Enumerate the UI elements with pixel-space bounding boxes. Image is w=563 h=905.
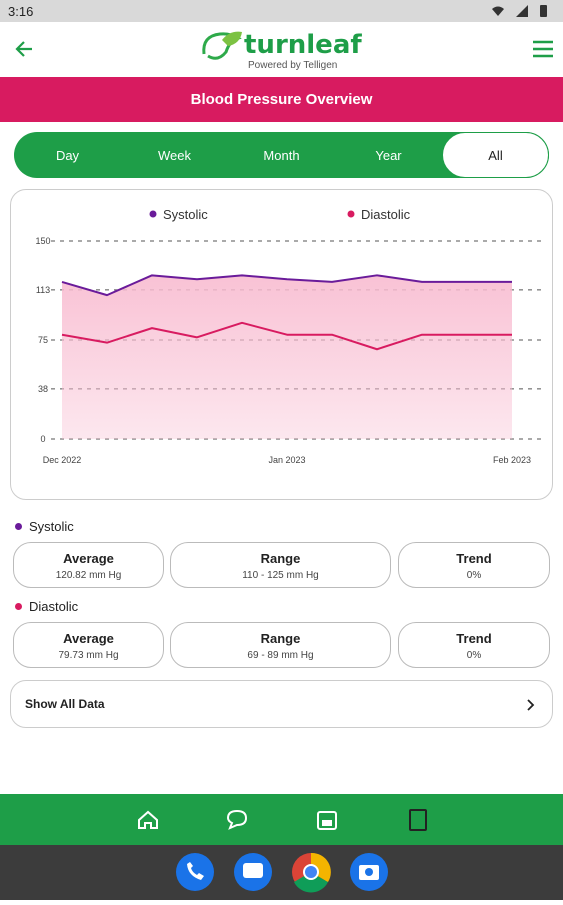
y-tick-label: 150 — [35, 236, 50, 246]
tab[interactable]: Day — [55, 147, 80, 163]
bottom-nav — [0, 794, 563, 845]
journal-icon[interactable] — [409, 809, 427, 831]
stat-card: Trend 0% — [398, 622, 550, 668]
y-tick-label: 0 — [40, 434, 45, 444]
stat-value: 0% — [466, 650, 482, 661]
legend-dot — [347, 210, 355, 218]
series-line — [61, 274, 512, 297]
legend-label: Systolic — [163, 207, 208, 222]
app-header: turnleaf Powered by Telligen — [0, 22, 563, 77]
system-dock — [0, 845, 563, 900]
x-tick-label: Feb 2023 — [493, 455, 531, 465]
clock: 3:16 — [8, 4, 34, 19]
status-bar: 3:16 — [0, 0, 563, 22]
stat-label: Range — [260, 551, 301, 566]
section-dot — [15, 602, 22, 610]
stat-value: 120.82 mm Hg — [55, 570, 122, 581]
stat-card: Range 69 - 89 mm Hg — [170, 622, 391, 668]
chevron — [527, 699, 535, 711]
stat-label: Average — [63, 631, 114, 646]
tab[interactable]: Week — [158, 147, 191, 163]
home-icon[interactable] — [138, 810, 158, 829]
x-tick-label: Jan 2023 — [268, 455, 305, 465]
phone-app[interactable] — [176, 853, 214, 891]
section-title: Systolic — [29, 518, 74, 534]
stat-value: 79.73 mm Hg — [58, 650, 119, 661]
page-banner: Blood Pressure Overview — [0, 77, 563, 122]
y-tick-label: 113 — [36, 285, 50, 295]
tab[interactable]: Year — [375, 147, 402, 163]
chat-icon[interactable] — [226, 809, 248, 830]
show-all-label: Show All Data — [25, 697, 105, 711]
section-label: Diastolic — [15, 598, 78, 614]
calendar-icon[interactable] — [317, 811, 337, 830]
section-label: Systolic — [15, 518, 74, 534]
legend-dot — [149, 210, 157, 218]
chart-card: 0 38 75 113 150 Dec 2022 Jan 2023 Feb 2023 Systo… — [10, 189, 553, 500]
range-tabs: Day Week Month Year All — [14, 132, 549, 178]
stat-value: 69 - 89 mm Hg — [247, 650, 314, 661]
stat-card: Average 120.82 mm Hg — [13, 542, 164, 588]
dock-icons — [176, 852, 388, 893]
tab[interactable]: Month — [263, 147, 300, 163]
logo-leaf — [202, 31, 242, 60]
back-button[interactable] — [14, 38, 36, 60]
section-title: Diastolic — [29, 598, 79, 614]
stat-card: Average 79.73 mm Hg — [13, 622, 164, 668]
stat-label: Trend — [456, 551, 492, 566]
stat-label: Trend — [456, 631, 492, 646]
area — [62, 275, 512, 439]
series-line — [61, 321, 512, 351]
y-tick-label: 38 — [38, 384, 48, 394]
chart: 0 38 75 113 150 Dec 2022 Jan 2023 Feb 2023 Systo… — [35, 207, 546, 465]
logo-text: turnleaf — [244, 30, 362, 60]
stat-label: Average — [63, 551, 114, 566]
stat-value: 0% — [466, 570, 482, 581]
banner-title: Blood Pressure Overview — [190, 91, 373, 108]
show-all-button[interactable]: Show All Data — [10, 680, 553, 728]
menu-button[interactable] — [532, 40, 554, 58]
section-dot — [15, 522, 22, 530]
legend-label: Diastolic — [361, 207, 411, 222]
y-tick-label: 75 — [38, 335, 48, 345]
tab[interactable]: All — [442, 132, 549, 178]
stat-value: 110 - 125 mm Hg — [242, 570, 319, 581]
stat-card: Range 110 - 125 mm Hg — [170, 542, 391, 588]
status-icons — [492, 5, 547, 17]
x-tick-label: Dec 2022 — [43, 455, 82, 465]
stat-card: Trend 0% — [398, 542, 550, 588]
stat-label: Range — [260, 631, 301, 646]
nav-icons — [138, 809, 427, 831]
logo-tagline: Powered by Telligen — [248, 60, 338, 71]
